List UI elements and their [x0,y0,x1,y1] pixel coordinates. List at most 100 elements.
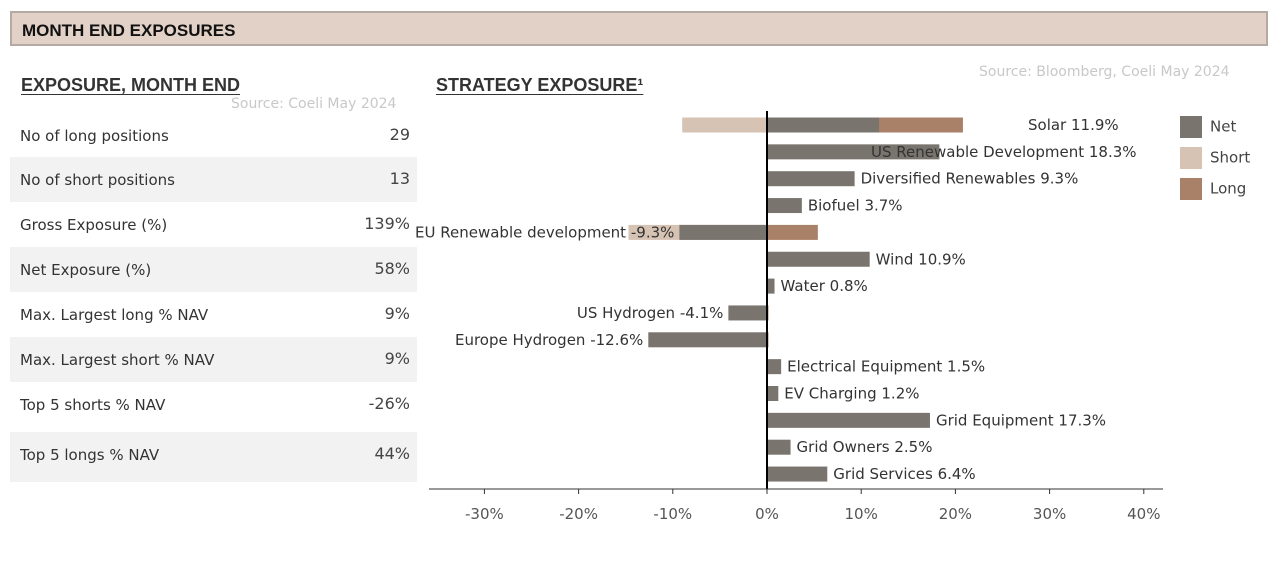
category-label: Electrical Equipment [787,358,942,376]
legend-long: Long [1180,178,1246,200]
category-label: Biofuel [808,197,860,215]
value-label: 9.3% [1040,170,1078,188]
bar-net [767,198,802,214]
legend-label: Net [1210,117,1237,136]
category-label: EU Renewable development [415,223,626,241]
data-label: US Renewable Development 18.3% [871,143,1137,161]
data-label: Europe Hydrogen -12.6% [455,331,643,349]
category-label: Grid Services [833,465,933,483]
table-row: No of long positions 29 [10,113,417,157]
value-label: -9.3% [631,223,675,241]
x-tick-label: -10% [653,505,692,523]
row-label: Max. Largest short % NAV [20,351,215,369]
bar-short [682,117,767,133]
value-label: 3.7% [864,197,902,215]
value-label: 11.9% [1071,116,1119,134]
x-tick-label: 10% [845,505,878,523]
exposure-table: No of long positions 29 No of short positi… [10,113,417,482]
value-label: 6.4% [938,465,976,483]
category-label: US Hydrogen [577,304,675,322]
data-label: Wind 10.9% [876,250,966,268]
bar-net [767,439,791,455]
row-label: Gross Exposure (%) [20,216,168,234]
x-tick-label: 0% [755,505,779,523]
data-label: Grid Owners 2.5% [797,438,933,456]
legend-label: Long [1210,179,1247,198]
table-row: Max. Largest short % NAV 9% [10,337,417,382]
row-label: No of long positions [20,127,169,145]
x-tick-label: 40% [1127,505,1160,523]
data-label: Grid Equipment 17.3% [936,411,1106,429]
legend-swatch-net [1180,116,1202,138]
value-label: -12.6% [590,331,643,349]
legend-label: Short [1210,148,1251,167]
category-label: EV Charging [784,385,876,403]
value-label: 1.2% [881,385,919,403]
bar-net [767,359,782,375]
data-label: Electrical Equipment 1.5% [787,358,985,376]
bar-net [728,305,767,321]
x-tick-label: -20% [559,505,598,523]
bar-net [767,466,828,482]
legend-swatch-short [1180,147,1202,169]
row-value: 13 [389,169,410,188]
data-label: Diversified Renewables 9.3% [861,170,1079,188]
data-label: Biofuel 3.7% [808,197,903,215]
bar-net [767,171,855,187]
table-row: Top 5 shorts % NAV -26% [10,382,417,432]
data-label: EU Renewable development -9.3% [415,223,674,241]
legend-net: Net [1180,116,1236,138]
bar-net [767,144,940,160]
value-label: 2.5% [894,438,932,456]
category-label: Grid Owners [797,438,890,456]
legend-short: Short [1180,147,1250,169]
x-tick-label: 20% [939,505,972,523]
value-label: 18.3% [1089,143,1137,161]
bar-net [767,386,779,401]
row-label: No of short positions [20,171,175,189]
strategy-source: Source: Bloomberg, Coeli May 2024 [979,64,1230,80]
x-tick-label: 30% [1033,505,1066,523]
bar-net [679,224,767,240]
row-label: Max. Largest long % NAV [20,306,209,324]
bar-net [767,278,775,294]
category-label: Grid Equipment [936,411,1054,429]
value-label: 17.3% [1058,411,1106,429]
table-row: Max. Largest long % NAV 9% [10,292,417,337]
row-value: 58% [374,259,410,278]
bar-net [767,412,930,428]
table-row: Net Exposure (%) 58% [10,247,417,292]
row-label: Top 5 longs % NAV [20,446,160,464]
data-label: Grid Services 6.4% [833,465,975,483]
table-row: Top 5 longs % NAV 44% [10,432,417,482]
category-label: Water [781,277,826,295]
data-label: EV Charging 1.2% [784,385,919,403]
category-label: Europe Hydrogen [455,331,585,349]
row-value: -26% [368,394,410,413]
exposure-title: EXPOSURE, MONTH END [21,75,241,95]
category-label: Wind [876,250,914,268]
x-tick-label: -30% [465,505,504,523]
category-label: US Renewable Development [871,143,1084,161]
row-value: 139% [364,214,410,233]
bar-net [767,117,880,133]
value-label: 10.9% [918,250,966,268]
data-label: Water 0.8% [781,277,868,295]
section-banner: MONTH END EXPOSURES [10,11,1268,46]
row-value: 9% [384,349,410,368]
value-label: 0.8% [830,277,868,295]
row-value: 29 [389,125,410,144]
exposure-source: Source: Coeli May 2024 [231,96,397,112]
table-row: No of short positions 13 [10,157,417,202]
data-label: US Hydrogen -4.1% [577,304,724,322]
row-value: 44% [374,444,410,463]
category-label: Diversified Renewables [861,170,1036,188]
banner-title: MONTH END EXPOSURES [22,21,236,40]
value-label: 1.5% [947,358,985,376]
bar-net [767,251,870,267]
data-label: Solar 11.9% [1028,116,1119,134]
category-label: Solar [1028,116,1067,134]
value-label: -4.1% [680,304,724,322]
row-label: Net Exposure (%) [20,261,152,279]
